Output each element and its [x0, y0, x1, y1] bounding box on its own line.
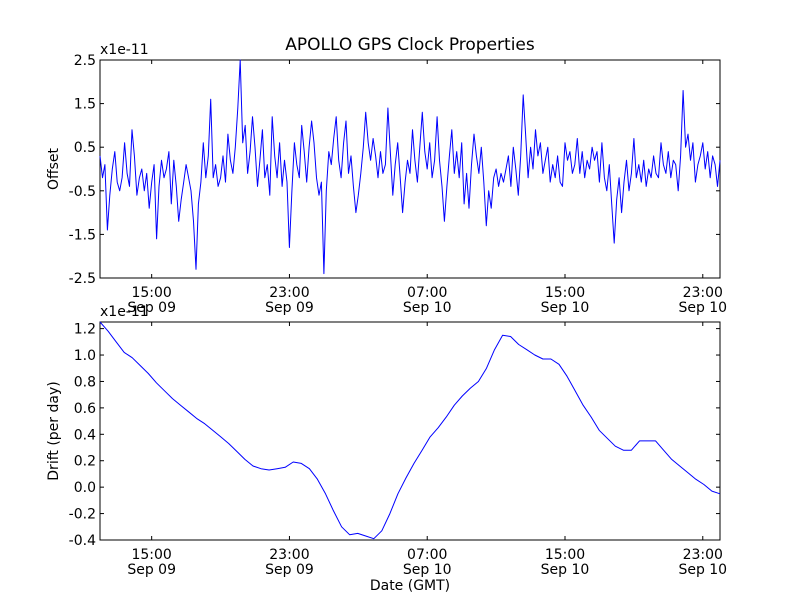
drift-x-tick-time: 15:00 [131, 547, 171, 563]
drift-y-scale-label: x1e-11 [100, 304, 149, 320]
offset-x-tick-time: 15:00 [545, 285, 585, 301]
offset-y-label: Offset [46, 147, 62, 190]
drift-y-tick-label: -0.2 [69, 507, 96, 523]
offset-x-tick-date: Sep 09 [265, 300, 314, 316]
offset-y-tick-label: -1.5 [69, 227, 96, 243]
drift-x-tick-date: Sep 10 [678, 562, 727, 578]
drift-y-tick-label: 0.6 [74, 401, 96, 417]
drift-y-tick-label: 0.0 [74, 480, 96, 496]
offset-x-tick-date: Sep 10 [678, 300, 727, 316]
drift-x-tick-date: Sep 09 [265, 562, 314, 578]
drift-y-label: Drift (per day) [46, 381, 62, 480]
chart-title: APOLLO GPS Clock Properties [285, 35, 535, 55]
offset-x-tick-date: Sep 10 [541, 300, 590, 316]
offset-series-line [99, 59, 721, 275]
drift-x-tick-date: Sep 09 [127, 562, 176, 578]
drift-x-tick-time: 23:00 [269, 547, 309, 563]
offset-x-tick-time: 07:00 [407, 285, 447, 301]
offset-y-tick-label: 1.5 [74, 97, 96, 113]
offset-y-scale-label: x1e-11 [100, 42, 149, 58]
drift-y-tick-label: 0.8 [74, 374, 96, 390]
drift-y-tick-label: 1.0 [74, 348, 96, 364]
offset-x-tick-time: 23:00 [269, 285, 309, 301]
drift-x-tick-time: 15:00 [545, 547, 585, 563]
x-axis-label: Date (GMT) [370, 578, 450, 594]
offset-y-tick-label: 0.5 [74, 140, 96, 156]
offset-axes-frame [99, 59, 721, 279]
drift-axes-frame [99, 321, 721, 541]
drift-x-tick-time: 07:00 [407, 547, 447, 563]
offset-x-tick-date: Sep 10 [403, 300, 452, 316]
offset-y-tick-label: -0.5 [69, 184, 96, 200]
drift-y-tick-label: 1.2 [74, 322, 96, 338]
drift-panel: Drift (per day) -0.4 -0.2 0.0 0.2 0.4 0.6 0.8 1… [46, 304, 727, 578]
offset-y-tick-label: 2.5 [74, 53, 96, 69]
offset-x-tick-time: 23:00 [683, 285, 723, 301]
drift-series-line [99, 321, 721, 540]
drift-y-tick-label: 0.4 [74, 427, 96, 443]
drift-y-tick-label: -0.4 [69, 533, 96, 549]
drift-x-tick-date: Sep 10 [541, 562, 590, 578]
drift-y-tick-label: 0.2 [74, 454, 96, 470]
offset-y-tick-label: -2.5 [69, 271, 96, 287]
offset-x-tick-time: 15:00 [131, 285, 171, 301]
drift-x-tick-time: 23:00 [683, 547, 723, 563]
offset-x-tick-date: Sep 09 [127, 300, 176, 316]
drift-x-tick-date: Sep 10 [403, 562, 452, 578]
